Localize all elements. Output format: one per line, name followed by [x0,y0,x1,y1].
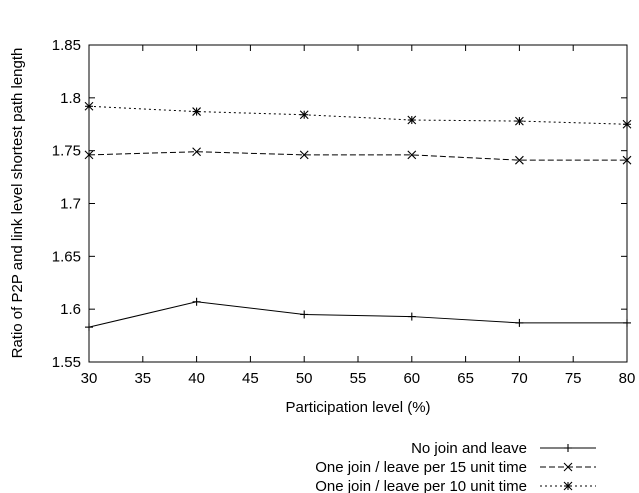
y-tick-label: 1.65 [52,248,81,265]
y-tick-label: 1.7 [60,196,81,213]
data-point [85,323,93,332]
data-point [407,312,416,321]
x-tick-label: 60 [403,370,420,387]
x-tick-label: 70 [511,370,528,387]
x-axis-label: Participation level (%) [285,399,430,416]
legend-marker [563,462,573,472]
data-point [515,318,524,327]
x-tick-label: 80 [619,370,636,387]
data-point [300,310,309,319]
data-point [84,150,94,160]
data-point [623,318,631,327]
data-point [299,150,309,160]
data-point [407,115,417,125]
y-tick-label: 1.6 [60,301,81,318]
series-line-3 [88,105,628,125]
x-tick-label: 40 [188,370,205,387]
data-point [515,116,524,126]
legend-label: One join / leave per 10 unit time [315,478,527,493]
y-tick-label: 1.8 [60,90,81,107]
x-tick-label: 65 [457,370,474,387]
data-point [622,119,632,129]
series-line-1 [88,301,627,328]
data-point [299,110,309,120]
y-tick-label: 1.85 [52,37,81,54]
plot-frame [88,44,628,363]
x-tick-label: 45 [242,370,259,387]
legend-label: No join and leave [411,440,527,457]
legend-label: One join / leave per 15 unit time [315,459,527,476]
data-point [192,107,201,116]
y-tick-label: 1.55 [52,354,81,371]
data-point [515,155,524,165]
x-tick-label: 75 [565,370,582,387]
y-tick-label: 1.75 [52,143,81,160]
x-tick-label: 50 [296,370,313,387]
y-axis-label: Ratio of P2P and link level shortest pat… [9,48,26,359]
series-line-2 [88,151,627,161]
data-point [622,155,632,165]
data-point [192,297,201,306]
tick-layer: 30 35 40 45 50 55 60 65 70 75 80 1.55 1.6 1.65 1.7 1.75… [52,37,636,387]
legend-marker [564,444,572,452]
data-point [407,150,417,160]
legend-marker [563,481,573,491]
data-point [84,101,94,111]
x-tick-label: 55 [350,370,367,387]
data-point [192,147,201,157]
series-layer [84,101,632,332]
x-tick-label: 30 [81,370,98,387]
x-tick-label: 35 [134,370,151,387]
legend: No join and leave One join / leave per 15… [315,440,596,493]
